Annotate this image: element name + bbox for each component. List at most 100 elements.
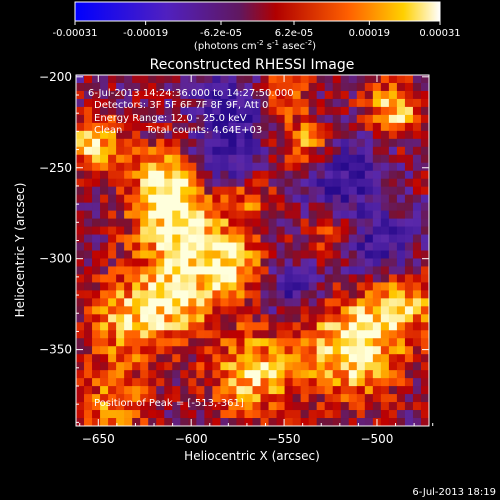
- heatmap-cell: [172, 394, 181, 403]
- heatmap-cell: [388, 186, 398, 196]
- heatmap-cell: [364, 146, 374, 156]
- heatmap-cell: [284, 290, 294, 299]
- heatmap-cell: [228, 250, 237, 259]
- heatmap-cell: [388, 290, 398, 299]
- heatmap-cell: [220, 322, 229, 331]
- heatmap-cell: [100, 75, 109, 84]
- heatmap-cell: [332, 362, 342, 371]
- heatmap-cell: [84, 410, 93, 419]
- heatmap-cell: [348, 298, 358, 307]
- heatmap-cell: [420, 242, 429, 251]
- heatmap-cell: [292, 146, 302, 156]
- heatmap-cell: [348, 82, 358, 92]
- heatmap-cell: [148, 178, 157, 188]
- heatmap-cell: [132, 386, 141, 395]
- heatmap-cell: [324, 330, 334, 339]
- heatmap-cell: [196, 314, 205, 323]
- heatmap-cell: [372, 178, 382, 188]
- heatmap-cell: [172, 178, 181, 188]
- heatmap-cell: [148, 122, 157, 132]
- heatmap-cell: [140, 258, 149, 267]
- heatmap-cell: [372, 370, 382, 379]
- heatmap-cell: [380, 418, 390, 426]
- heatmap-cell: [260, 362, 269, 371]
- heatmap-cell: [276, 354, 285, 363]
- heatmap-cell: [92, 306, 101, 315]
- heatmap-cell: [164, 250, 173, 259]
- heatmap-cell: [212, 370, 221, 379]
- heatmap-cell: [212, 298, 221, 307]
- heatmap-cell: [348, 258, 358, 267]
- heatmap-cell: [324, 410, 334, 419]
- heatmap-cell: [268, 394, 277, 403]
- heatmap-cell: [164, 130, 173, 140]
- heatmap-cell: [100, 322, 109, 331]
- heatmap-cell: [116, 170, 125, 180]
- heatmap-cell: [188, 402, 197, 411]
- heatmap-cell: [220, 122, 229, 132]
- heatmap-cell: [316, 218, 326, 227]
- heatmap-cell: [100, 354, 109, 363]
- heatmap-cell: [220, 234, 229, 243]
- heatmap-cell: [276, 362, 285, 371]
- heatmap-cell: [356, 170, 366, 180]
- heatmap-cell: [332, 154, 342, 164]
- heatmap-cell: [156, 170, 165, 180]
- heatmap-cell: [340, 370, 350, 379]
- heatmap-cell: [244, 322, 253, 331]
- heatmap-cell: [412, 266, 422, 275]
- heatmap-cell: [76, 170, 85, 180]
- heatmap-cell: [372, 202, 382, 212]
- heatmap-cell: [292, 306, 302, 315]
- heatmap-cell: [204, 274, 213, 283]
- heatmap-cell: [180, 194, 189, 204]
- heatmap-cell: [108, 234, 117, 243]
- heatmap-cell: [356, 314, 366, 323]
- heatmap-cell: [140, 122, 149, 132]
- heatmap-cell: [356, 250, 366, 259]
- heatmap-cell: [148, 146, 157, 156]
- heatmap-cell: [404, 114, 414, 124]
- heatmap-cell: [76, 330, 85, 339]
- heatmap-cell: [244, 106, 253, 116]
- heatmap-cell: [380, 338, 390, 347]
- heatmap-cell: [140, 138, 149, 148]
- heatmap-cell: [292, 234, 302, 243]
- heatmap-cell: [292, 75, 302, 84]
- heatmap-cell: [388, 402, 398, 411]
- heatmap-cell: [148, 130, 157, 140]
- heatmap-cell: [220, 290, 229, 299]
- heatmap-cell: [76, 226, 85, 235]
- heatmap-cell: [76, 314, 85, 323]
- heatmap-cell: [284, 378, 294, 387]
- heatmap-cell: [284, 138, 294, 148]
- heatmap-cell: [372, 298, 382, 307]
- heatmap-cell: [268, 226, 277, 235]
- heatmap-cell: [188, 394, 197, 403]
- heatmap-cell: [340, 98, 350, 108]
- heatmap-cell: [196, 90, 205, 100]
- heatmap-cell: [404, 138, 414, 148]
- heatmap-cell: [340, 290, 350, 299]
- heatmap-cell: [196, 266, 205, 275]
- heatmap-cell: [244, 410, 253, 419]
- heatmap-cell: [300, 418, 310, 426]
- heatmap-cell: [364, 162, 374, 172]
- heatmap-cell: [244, 75, 253, 84]
- heatmap-cell: [276, 282, 285, 291]
- heatmap-cell: [364, 90, 374, 100]
- heatmap-cell: [324, 130, 334, 140]
- heatmap-cell: [268, 154, 277, 164]
- heatmap-cell: [132, 242, 141, 251]
- heatmap-cell: [220, 242, 229, 251]
- heatmap-cell: [276, 122, 285, 132]
- heatmap-cell: [260, 306, 269, 315]
- heatmap-cell: [268, 106, 277, 116]
- heatmap-cell: [252, 194, 261, 204]
- heatmap-cell: [284, 75, 294, 84]
- heatmap-cell: [364, 122, 374, 132]
- heatmap-cell: [84, 282, 93, 291]
- heatmap-cell: [396, 138, 406, 148]
- heatmap-cell: [412, 386, 422, 395]
- heatmap-cell: [364, 346, 374, 355]
